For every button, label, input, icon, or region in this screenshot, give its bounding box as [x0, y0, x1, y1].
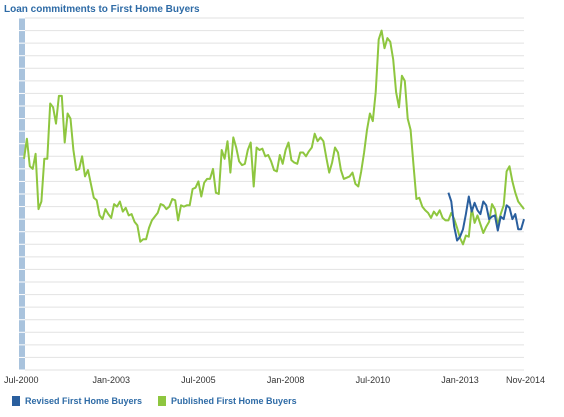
legend-label-revised: Revised First Home Buyers — [25, 396, 143, 406]
y-axis — [19, 17, 25, 371]
gridlines — [24, 17, 524, 371]
series-lines — [23, 29, 525, 246]
x-tick-label: Jul-2000 — [4, 375, 39, 385]
legend-item-published[interactable]: Published First Home Buyers — [158, 396, 297, 406]
series-line-published — [23, 29, 525, 246]
legend-swatch-published — [158, 396, 167, 406]
x-tick-label: Jul-2005 — [181, 375, 216, 385]
chart-title: Loan commitments to First Home Buyers — [4, 4, 200, 15]
series-line-revised — [447, 192, 525, 242]
x-tick-label: Jan-2003 — [92, 375, 130, 385]
x-axis-tick-labels: Jul-2000 Jan-2003 Jul-2005 Jan-2008 Jul-2010… — [4, 375, 545, 385]
x-tick-label: Nov-2014 — [506, 375, 545, 385]
x-tick-label: Jan-2013 — [441, 375, 479, 385]
x-tick-label: Jul-2010 — [356, 375, 391, 385]
legend-label-published: Published First Home Buyers — [171, 396, 297, 406]
legend: Revised First Home Buyers Published Firs… — [12, 396, 313, 406]
legend-item-revised[interactable]: Revised First Home Buyers — [12, 396, 142, 406]
legend-swatch-revised — [12, 396, 20, 406]
x-tick-label: Jan-2008 — [267, 375, 305, 385]
